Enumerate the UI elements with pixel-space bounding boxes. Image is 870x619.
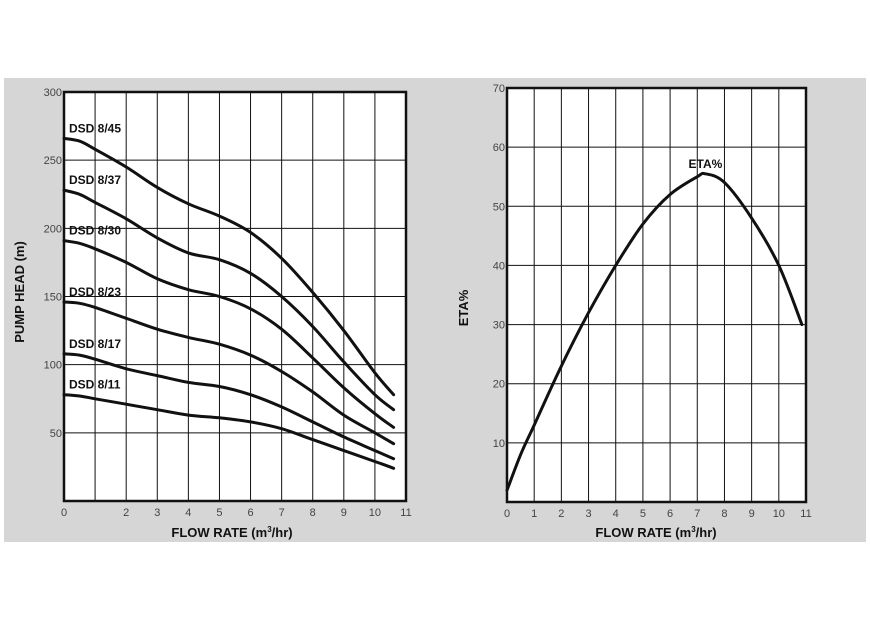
x-tick-label: 10 [369, 507, 381, 519]
x-axis-title: FLOW RATE (m3/hr) [595, 525, 716, 540]
series-line-eta [505, 171, 804, 492]
y-tick-label: 50 [493, 201, 505, 213]
x-ticks: 0 2 3 4 5 6 7 8 9 10 11 [61, 507, 412, 519]
x-tick-label: 10 [773, 508, 785, 520]
y-tick-label: 10 [493, 438, 505, 450]
series-line-dsd-8-30 [62, 239, 396, 429]
y-axis-title: PUMP HEAD (m) [12, 241, 27, 343]
x-tick-label: 2 [558, 508, 564, 520]
curve-label: DSD 8/17 [69, 337, 121, 351]
y-tick-label: 30 [493, 320, 505, 332]
x-tick-label: 8 [721, 508, 727, 520]
curves [505, 171, 804, 492]
y-tick-label: 150 [44, 292, 62, 304]
series-line-dsd-8-23 [62, 300, 396, 446]
x-tick-label: 2 [123, 507, 129, 519]
x-tick-label: 11 [400, 507, 411, 519]
x-tick-label: 1 [531, 508, 537, 520]
grid [64, 92, 406, 501]
curve-label: DSD 8/37 [69, 173, 121, 187]
series-line-dsd-8-17 [62, 352, 396, 461]
x-tick-label: 9 [341, 507, 347, 519]
x-axis-title-end: /hr) [696, 525, 717, 540]
x-tick-label: 11 [800, 508, 811, 520]
x-ticks: 0 1 2 3 4 5 6 7 8 9 10 11 [504, 508, 812, 520]
x-tick-label: 6 [667, 508, 673, 520]
y-axis-title: ETA% [456, 289, 471, 326]
eta-annotation: ETA% [689, 157, 723, 171]
x-axis-title-sup: 3 [691, 525, 696, 534]
x-tick-label: 3 [154, 507, 160, 519]
y-ticks: 50 100 150 200 250 300 [44, 87, 62, 440]
y-tick-label: 100 [44, 360, 62, 372]
x-axis-title: FLOW RATE (m3/hr) [171, 525, 292, 540]
curve-label: DSD 8/45 [69, 121, 121, 135]
x-tick-label: 4 [613, 508, 619, 520]
plot-frame [62, 90, 408, 503]
x-tick-label: 4 [185, 507, 191, 519]
charts-panel: 50 100 150 200 250 300 0 2 3 4 5 6 7 8 9 10 11 DSD 8/45… [4, 78, 866, 542]
x-tick-label: 7 [279, 507, 285, 519]
y-tick-label: 50 [50, 428, 62, 440]
x-tick-label: 9 [749, 508, 755, 520]
grid [507, 88, 806, 502]
x-tick-label: 8 [310, 507, 316, 519]
y-tick-label: 250 [44, 155, 62, 167]
plot-frame [505, 86, 808, 504]
curve-label: DSD 8/30 [69, 224, 121, 238]
x-tick-label: 3 [585, 508, 591, 520]
x-tick-label: 7 [694, 508, 700, 520]
x-axis-title-sup: 3 [267, 525, 272, 534]
curve-labels: DSD 8/45 DSD 8/37 DSD 8/30 DSD 8/23 DSD 8/17… [69, 121, 121, 391]
plot-background [507, 88, 806, 502]
x-tick-label: 5 [216, 507, 222, 519]
x-tick-label: 5 [640, 508, 646, 520]
x-axis-title-main: FLOW RATE (m [171, 525, 267, 540]
curve-label: DSD 8/11 [69, 378, 121, 392]
x-tick-label: 6 [247, 507, 253, 519]
series-line-dsd-8-11 [62, 393, 396, 470]
y-tick-label: 200 [44, 223, 62, 235]
y-tick-label: 300 [44, 87, 62, 99]
y-tick-label: 20 [493, 379, 505, 391]
y-tick-label: 70 [493, 83, 505, 95]
y-tick-label: 60 [493, 142, 505, 154]
curves [62, 136, 396, 470]
x-axis-title-end: /hr) [272, 525, 293, 540]
series-line-dsd-8-45 [62, 136, 396, 397]
x-axis-title-main: FLOW RATE (m [595, 525, 691, 540]
x-tick-label: 0 [504, 508, 510, 520]
series-line-dsd-8-37 [62, 188, 396, 412]
pump-head-chart: 50 100 150 200 250 300 0 2 3 4 5 6 7 8 9 10 11 DSD 8/45… [12, 87, 412, 540]
curve-label: DSD 8/23 [69, 285, 121, 299]
y-tick-label: 40 [493, 260, 505, 272]
y-ticks: 10 20 30 40 50 60 70 [493, 83, 505, 450]
x-tick-label: 0 [61, 507, 67, 519]
